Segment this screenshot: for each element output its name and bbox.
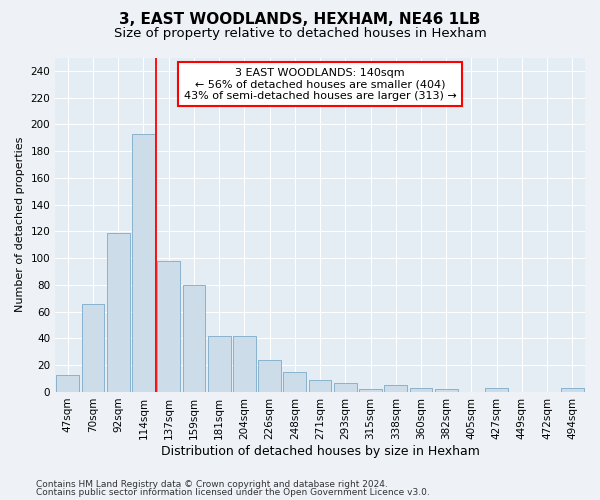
Text: Size of property relative to detached houses in Hexham: Size of property relative to detached ho… xyxy=(113,28,487,40)
Bar xyxy=(410,388,433,392)
Bar xyxy=(561,388,584,392)
X-axis label: Distribution of detached houses by size in Hexham: Distribution of detached houses by size … xyxy=(161,444,479,458)
Bar xyxy=(56,374,79,392)
Y-axis label: Number of detached properties: Number of detached properties xyxy=(15,137,25,312)
Bar xyxy=(435,390,458,392)
Bar xyxy=(107,233,130,392)
Bar xyxy=(157,261,180,392)
Bar xyxy=(485,388,508,392)
Bar xyxy=(132,134,155,392)
Bar xyxy=(233,336,256,392)
Text: 3, EAST WOODLANDS, HEXHAM, NE46 1LB: 3, EAST WOODLANDS, HEXHAM, NE46 1LB xyxy=(119,12,481,28)
Bar xyxy=(258,360,281,392)
Bar xyxy=(283,372,306,392)
Text: Contains HM Land Registry data © Crown copyright and database right 2024.: Contains HM Land Registry data © Crown c… xyxy=(36,480,388,489)
Text: 3 EAST WOODLANDS: 140sqm
← 56% of detached houses are smaller (404)
43% of semi-: 3 EAST WOODLANDS: 140sqm ← 56% of detach… xyxy=(184,68,457,100)
Text: Contains public sector information licensed under the Open Government Licence v3: Contains public sector information licen… xyxy=(36,488,430,497)
Bar xyxy=(385,386,407,392)
Bar xyxy=(182,285,205,392)
Bar xyxy=(334,382,356,392)
Bar xyxy=(309,380,331,392)
Bar xyxy=(359,390,382,392)
Bar xyxy=(82,304,104,392)
Bar xyxy=(208,336,230,392)
